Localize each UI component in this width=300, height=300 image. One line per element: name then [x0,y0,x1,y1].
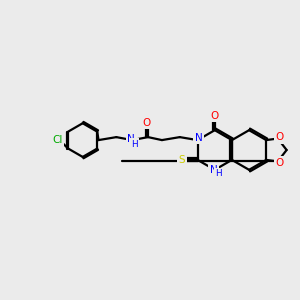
Text: S: S [179,155,185,165]
Text: H: H [131,140,138,149]
Text: N: N [195,133,203,143]
Text: O: O [275,133,284,142]
Text: Cl: Cl [52,135,63,145]
Text: N: N [210,165,218,175]
Text: H: H [215,169,222,178]
Text: O: O [211,111,219,121]
Text: N: N [127,134,135,144]
Text: O: O [275,158,284,167]
Text: O: O [142,118,151,128]
